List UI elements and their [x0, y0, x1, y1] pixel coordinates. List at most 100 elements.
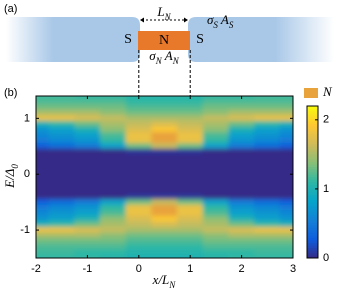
heat-cell [36, 249, 50, 256]
heat-cell [202, 143, 230, 150]
heat-cell [254, 132, 281, 139]
colorbar-step [307, 212, 318, 216]
heat-cell [202, 159, 230, 167]
heat-cell [74, 204, 101, 211]
heat-cell [74, 232, 101, 239]
heat-cell [125, 171, 152, 178]
heat-cell [99, 159, 127, 167]
x-tick-label: 0 [136, 263, 142, 275]
x-tick-label: -1 [83, 263, 93, 275]
heat-cell [279, 109, 293, 116]
s-label: S [124, 32, 132, 47]
heat-cell [177, 187, 204, 195]
heat-cell [279, 182, 293, 189]
colorbar-step [307, 189, 318, 193]
heat-cell [279, 210, 293, 217]
heat-cell [99, 120, 127, 128]
heat-cell [99, 182, 127, 189]
heat-cell [202, 137, 230, 144]
heat-cell [99, 232, 127, 239]
heat-cell [99, 143, 127, 150]
heat-cell [99, 148, 127, 155]
heat-cell [125, 143, 152, 150]
heat-cell [74, 187, 101, 195]
heat-cell [202, 165, 230, 172]
heat-cell [254, 104, 281, 111]
heat-cell [202, 226, 230, 234]
heat-cell [125, 98, 152, 105]
heat-cell [202, 182, 230, 189]
heat-cell [36, 96, 50, 100]
s-params: σS AS [207, 12, 234, 30]
heat-cell [254, 215, 281, 222]
heat-cell [48, 243, 75, 250]
heat-cell [177, 204, 204, 211]
heat-cell [228, 126, 255, 133]
heat-cell [125, 132, 152, 139]
colorbar-step [307, 209, 318, 213]
colorbar-step [307, 250, 318, 254]
x-tick-label: -2 [31, 263, 41, 275]
heat-cell [228, 98, 255, 105]
heat-cell [48, 232, 75, 239]
heat-cell [74, 226, 101, 234]
colorbar-step [307, 239, 318, 244]
colorbar-step [307, 166, 318, 170]
heat-cell [202, 115, 230, 122]
colorbar-step [307, 123, 318, 127]
heat-cell [125, 137, 152, 144]
heatmap [36, 96, 293, 258]
heat-cell [125, 221, 152, 228]
heat-cell [99, 243, 127, 250]
heat-cell [279, 176, 293, 183]
heat-cell [177, 132, 204, 139]
heat-cell [36, 148, 50, 155]
heat-cell [151, 154, 178, 161]
heat-cell [228, 165, 255, 172]
heat-cell [125, 165, 152, 172]
heat-cell [202, 238, 230, 245]
heat-cell [99, 238, 127, 245]
heat-cell [48, 215, 75, 222]
x-tick-label: 1 [187, 263, 193, 275]
heat-cell [279, 132, 293, 139]
colorbar-step [307, 161, 318, 165]
heat-cell [151, 126, 178, 133]
heat-cell [202, 176, 230, 183]
heat-cell [177, 193, 204, 200]
heat-cell [48, 104, 75, 111]
colorbar-step [307, 204, 318, 208]
colorbar-step [307, 151, 318, 155]
heat-cell [48, 96, 75, 100]
heat-cell [48, 143, 75, 150]
heat-cell [48, 221, 75, 228]
n-params: σN AN [149, 48, 179, 66]
heat-cell [151, 176, 178, 183]
heat-cell [228, 143, 255, 150]
heat-cell [151, 215, 178, 222]
heat-cell [48, 109, 75, 116]
heat-cell [279, 143, 293, 150]
colorbar-step [307, 245, 318, 249]
heat-cell [48, 187, 75, 195]
heat-cell [202, 96, 230, 100]
heat-cell [48, 137, 75, 144]
heat-cell [36, 159, 50, 167]
colorbar-step [307, 181, 318, 185]
heat-cell [125, 215, 152, 222]
heat-cell [48, 238, 75, 245]
colorbar-step [307, 156, 318, 160]
heat-cell [36, 232, 50, 239]
label-part: 0 [10, 164, 20, 169]
heat-cell [228, 132, 255, 139]
heat-cell [48, 132, 75, 139]
heat-cell [74, 221, 101, 228]
heat-cell [36, 215, 50, 222]
heat-cell [228, 243, 255, 250]
heat-cell [279, 126, 293, 133]
heat-cell [125, 193, 152, 200]
heat-cell [125, 176, 152, 183]
heat-cell [151, 171, 178, 178]
normal-metal [138, 31, 190, 50]
heat-cell [202, 126, 230, 133]
